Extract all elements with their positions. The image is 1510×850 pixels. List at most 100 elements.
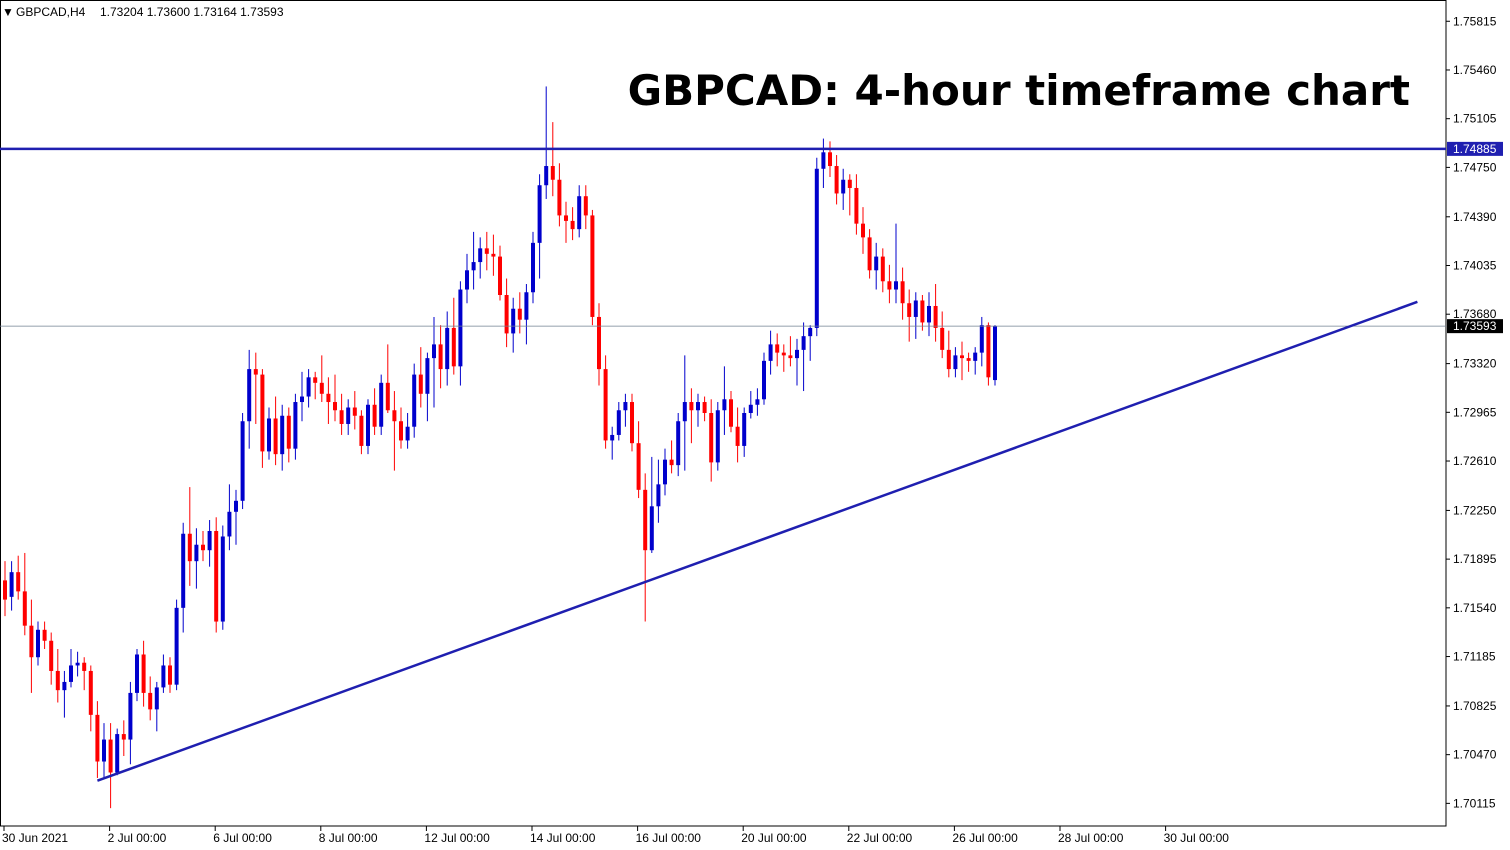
candle-body: [438, 344, 443, 370]
y-tick-label: 1.74390: [1453, 210, 1497, 224]
candle-body: [88, 670, 93, 715]
candle-body: [907, 303, 912, 317]
current-price-tag-label: 1.73593: [1453, 319, 1497, 333]
y-tick-label: 1.75105: [1453, 112, 1497, 126]
candle-body: [141, 654, 146, 693]
candle-body: [511, 308, 516, 334]
candle-body: [306, 377, 311, 397]
candle-body: [966, 358, 971, 361]
candle-body: [75, 662, 80, 666]
y-tick-label: 1.71895: [1453, 552, 1497, 566]
candle-body: [471, 262, 476, 271]
candle-body: [22, 591, 27, 626]
candle-body: [234, 500, 238, 512]
candle-body: [253, 369, 258, 375]
candle-body: [735, 426, 740, 446]
candle-body: [946, 349, 951, 370]
candle-body: [201, 544, 205, 551]
ohlc-readout: 1.73204 1.73600 1.73164 1.73593: [100, 5, 284, 19]
x-tick-label: 30 Jun 2021: [2, 831, 68, 845]
candle-body: [36, 629, 40, 658]
candle-body: [900, 281, 905, 304]
candle-body: [834, 166, 839, 194]
candle-body: [986, 325, 991, 378]
candle-body: [828, 152, 832, 167]
candle-body: [669, 459, 674, 466]
candle-body: [933, 305, 938, 328]
candle-body: [319, 382, 324, 394]
current-price-tag: [1447, 319, 1503, 334]
candle-body: [524, 292, 529, 320]
candle-body: [953, 355, 958, 370]
candle-body: [755, 399, 760, 405]
candle-body: [412, 374, 417, 427]
candle-body: [95, 714, 100, 762]
candle-body: [570, 220, 575, 230]
x-tick-label: 12 Jul 00:00: [424, 831, 490, 845]
candle-body: [240, 421, 245, 501]
chart-frame: [0, 0, 1447, 827]
y-tick-label: 1.71185: [1453, 650, 1496, 664]
candle-body: [115, 734, 120, 773]
candle-body: [135, 654, 139, 693]
candle-body: [491, 253, 496, 257]
candle-body: [748, 404, 753, 413]
candle-body: [154, 687, 159, 710]
candle-body: [359, 415, 364, 446]
y-tick-label: 1.70470: [1453, 748, 1497, 762]
candle-body: [854, 187, 859, 224]
candle-body: [445, 327, 450, 370]
candle-body: [286, 415, 291, 449]
candle-body: [577, 196, 582, 230]
candle-body: [715, 410, 720, 463]
candle-body: [399, 421, 403, 441]
resistance-tag: [1447, 141, 1503, 156]
candle-body: [293, 402, 298, 449]
candle-body: [108, 739, 113, 773]
candle-body: [3, 580, 7, 600]
y-tick-label: 1.72250: [1453, 503, 1497, 517]
candle-body: [333, 402, 337, 411]
candle-body: [814, 168, 819, 328]
candle-body: [742, 413, 747, 446]
candle-body: [656, 484, 661, 507]
chart-overlays: [0, 147, 1446, 782]
candle-body: [49, 640, 54, 671]
candle-body: [82, 662, 87, 671]
candle-body: [874, 256, 879, 271]
support-trendline: [96, 300, 1418, 782]
candle-body: [630, 402, 634, 444]
candle-body: [775, 344, 780, 353]
candle-body: [689, 402, 694, 411]
candlestick-series: [3, 86, 997, 809]
candle-body: [729, 399, 733, 427]
candle-body: [267, 418, 271, 452]
candle-body: [531, 242, 535, 293]
candle-body: [795, 349, 799, 359]
symbol-dropdown-icon[interactable]: ▼: [2, 5, 14, 19]
candle-body: [762, 360, 766, 400]
candle-body: [181, 533, 186, 608]
candle-body: [425, 358, 430, 394]
y-tick-label: 1.73680: [1453, 307, 1497, 321]
x-tick-label: 30 Jul 00:00: [1164, 831, 1230, 845]
candle-body: [227, 511, 232, 537]
candle-body: [174, 607, 179, 685]
candle-body: [636, 443, 641, 490]
x-tick-label: 28 Jul 00:00: [1058, 831, 1124, 845]
candle-body: [247, 369, 252, 422]
y-tick-label: 1.72610: [1453, 454, 1497, 468]
candle-body: [597, 316, 601, 370]
candle-body: [603, 369, 608, 441]
candle-body: [418, 374, 423, 394]
candle-body: [451, 327, 456, 367]
candle-body: [484, 248, 489, 254]
candle-body: [498, 256, 502, 295]
candle-body: [788, 355, 793, 359]
candle-body: [913, 300, 918, 317]
y-tick-label: 1.70825: [1453, 699, 1497, 713]
candle-body: [465, 270, 469, 290]
candle-body: [557, 179, 562, 216]
candle-body: [610, 434, 615, 441]
